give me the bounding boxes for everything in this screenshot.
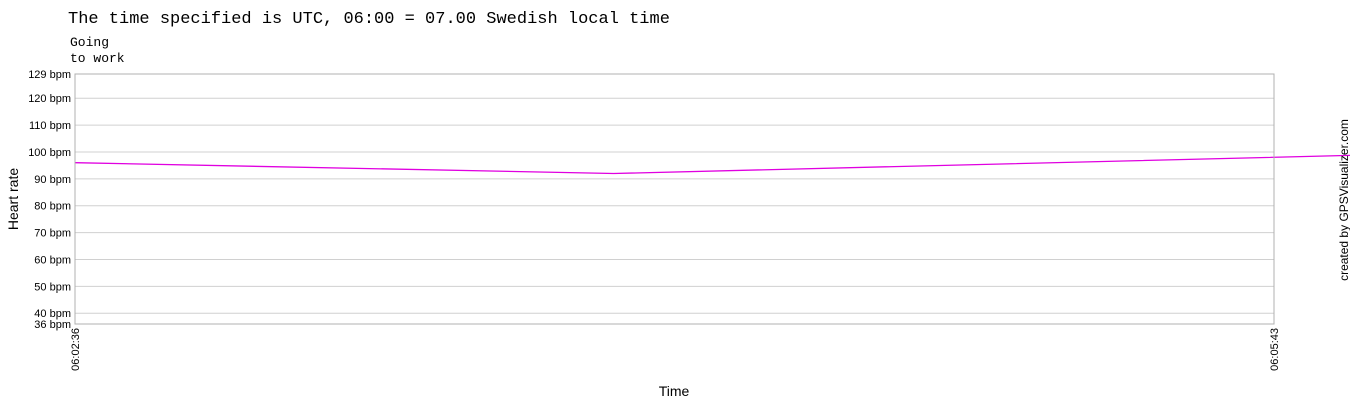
y-tick-label: 110 bpm <box>29 120 71 132</box>
plot-area <box>75 74 1274 324</box>
x-tick-label: 06:05:43 <box>1269 328 1281 371</box>
y-tick-label: 36 bpm <box>34 319 71 331</box>
y-tick-label: 129 bpm <box>28 69 71 81</box>
y-tick-label: 50 bpm <box>34 281 71 293</box>
plot-frame <box>74 73 1275 325</box>
y-tick-label: 70 bpm <box>34 228 71 240</box>
y-tick-label: 100 bpm <box>28 147 71 159</box>
chart-title: The time specified is UTC, 06:00 = 07.00… <box>68 10 670 29</box>
x-tick-label: 06:02:36 <box>70 328 82 371</box>
y-tick-label: 60 bpm <box>34 254 71 266</box>
y-tick-label: 90 bpm <box>34 174 71 186</box>
y-axis-label: Heart rate <box>5 168 21 230</box>
y-tick-label: 80 bpm <box>34 201 71 213</box>
grid <box>75 97 1274 314</box>
x-axis: 06:02:3607:22:4608:42:5610:03:0711:23:17… <box>70 328 1281 371</box>
y-tick-label: 120 bpm <box>28 93 71 105</box>
annotation-text: Going <box>70 35 109 50</box>
x-axis-label: Time <box>659 383 690 399</box>
credit-text: created by GPSVisualizer.com <box>1337 119 1350 281</box>
annotation-text: to work <box>70 51 125 66</box>
y-tick-label: 40 bpm <box>34 308 71 320</box>
